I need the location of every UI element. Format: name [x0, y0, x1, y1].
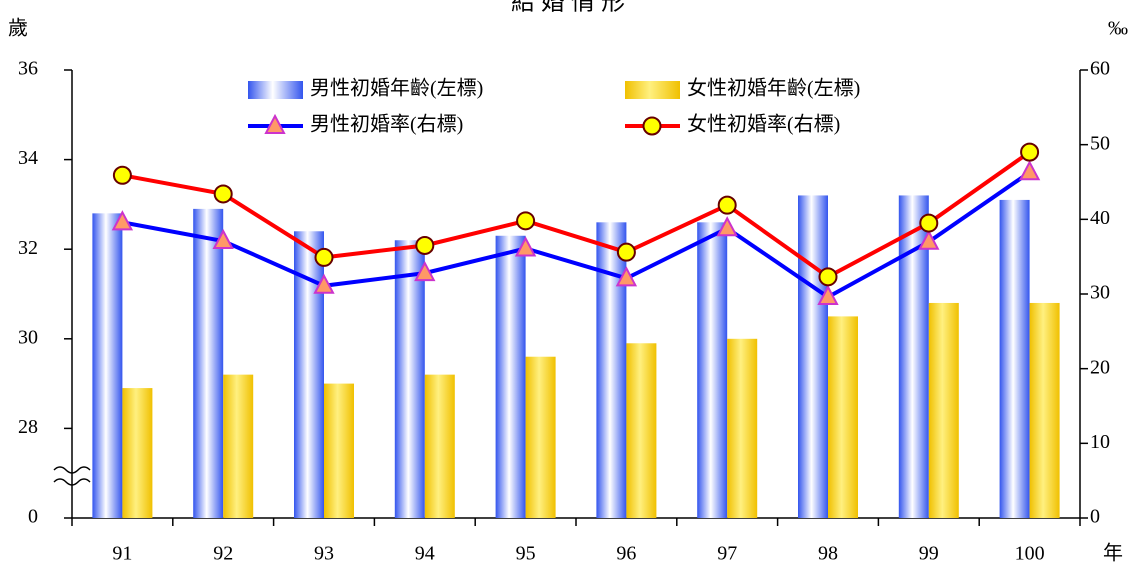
- legend-marker: [264, 113, 286, 134]
- bar: [828, 316, 858, 518]
- bar: [525, 356, 556, 518]
- x-tick-label: 97: [717, 543, 737, 565]
- y-axis-label: 歲: [8, 17, 28, 40]
- y-tick-label: 0: [28, 506, 38, 528]
- marker: [615, 266, 638, 287]
- bar: [626, 343, 657, 518]
- marker: [213, 184, 233, 204]
- bar: [122, 388, 153, 518]
- bar: [495, 235, 526, 518]
- x-tick-label: 96: [616, 543, 636, 565]
- marker: [514, 236, 537, 257]
- line: [122, 150, 1031, 280]
- marker: [415, 235, 435, 255]
- y2-axis-label: ‰: [1108, 18, 1128, 40]
- legend-marker: [642, 116, 662, 136]
- marker: [817, 284, 839, 305]
- bar: [1029, 302, 1060, 518]
- x-tick-label: 99: [919, 543, 939, 565]
- bar: [324, 383, 354, 518]
- y-tick-label: 36: [18, 58, 38, 80]
- line: [122, 170, 1031, 300]
- marker: [717, 195, 737, 215]
- marker: [516, 211, 536, 231]
- y2-tick-label: 40: [1090, 207, 1110, 229]
- y2-tick-label: 60: [1090, 58, 1110, 80]
- legend-item: 男性初婚率(右標): [248, 113, 463, 136]
- bar: [697, 222, 728, 518]
- x-tick-label: 98: [818, 543, 838, 565]
- x-axis-label: 年: [1103, 542, 1123, 565]
- y2-tick-label: 20: [1090, 356, 1110, 378]
- bar: [424, 374, 455, 518]
- chart-title: 結 婚 情 形: [511, 0, 625, 16]
- x-tick-label: 94: [415, 543, 435, 565]
- bar: [596, 222, 627, 518]
- x-tick-label: 95: [516, 543, 536, 565]
- marker: [818, 267, 838, 287]
- y-tick-label: 34: [18, 147, 38, 169]
- marker: [716, 216, 738, 237]
- marker: [414, 260, 436, 282]
- x-tick-label: 93: [314, 543, 334, 565]
- y2-tick-label: 30: [1090, 282, 1110, 304]
- marker: [919, 213, 939, 233]
- x-tick-label: 91: [112, 543, 132, 565]
- marker: [1020, 142, 1040, 162]
- bar: [999, 199, 1030, 519]
- y-tick-label: 32: [18, 237, 38, 259]
- bar: [727, 338, 758, 518]
- bar: [223, 374, 254, 518]
- marker: [313, 273, 335, 294]
- marker: [111, 210, 134, 231]
- bar: [928, 302, 959, 518]
- legend-swatch: [248, 81, 303, 99]
- marker: [212, 228, 234, 249]
- marker: [616, 242, 636, 262]
- bar: [92, 213, 123, 519]
- legend-label: 男性初婚率(右標): [310, 113, 463, 136]
- y2-tick-label: 10: [1090, 431, 1110, 453]
- x-tick-label: 92: [213, 543, 233, 565]
- bar: [394, 240, 425, 519]
- bar: [798, 195, 828, 518]
- marker: [918, 229, 940, 250]
- y-tick-label: 30: [18, 326, 38, 348]
- marker: [1018, 160, 1041, 181]
- legend-item: 男性初婚年齡(左標): [248, 77, 483, 100]
- bar: [193, 208, 224, 518]
- legend-label: 男性初婚年齡(左標): [310, 77, 483, 100]
- legend-label: 女性初婚年齡(左標): [687, 77, 860, 100]
- marker: [314, 247, 334, 267]
- y2-tick-label: 0: [1090, 506, 1100, 528]
- x-tick-label: 100: [1015, 543, 1045, 565]
- legend-item: 女性初婚年齡(左標): [625, 77, 860, 100]
- marker: [112, 165, 132, 185]
- y2-tick-label: 50: [1090, 132, 1110, 154]
- y-tick-label: 28: [18, 416, 38, 438]
- legend-swatch: [625, 81, 680, 99]
- legend-label: 女性初婚率(右標): [687, 113, 840, 136]
- legend-item: 女性初婚率(右標): [625, 113, 840, 136]
